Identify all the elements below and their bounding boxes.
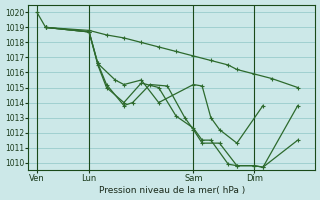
X-axis label: Pression niveau de la mer( hPa ): Pression niveau de la mer( hPa ) xyxy=(99,186,245,195)
